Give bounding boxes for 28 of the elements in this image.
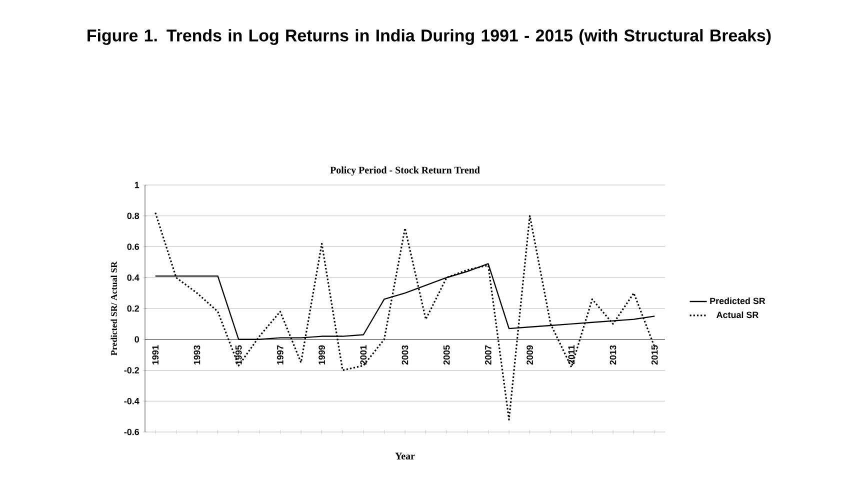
chart-title: Figure 1. Trends in Log Returns in India During 1991 - 2015 (with Structural Breaks) <box>88 29 771 45</box>
x-tick-label: 1995 <box>235 345 242 364</box>
x-tick-label: 1993 <box>194 345 200 364</box>
y-tick-label: 0.8 <box>127 212 140 220</box>
x-tick-label: 2005 <box>443 345 450 365</box>
x-tick-label: 2011 <box>568 345 575 364</box>
x-tick-label: 1999 <box>318 345 325 364</box>
legend-label: Predicted SR <box>710 298 766 304</box>
y-tick-label: -0.6 <box>124 428 140 436</box>
x-tick-label: 1997 <box>277 345 284 364</box>
x-tick-label: 2003 <box>402 345 408 365</box>
x-tick-label: 2015 <box>651 345 658 365</box>
y-tick-label: -0.2 <box>124 367 139 374</box>
x-tick-label: 2009 <box>526 345 533 365</box>
chart-subtitle: Policy Period - Stock Return Trend <box>330 166 480 176</box>
y-tick-label: 0.4 <box>127 274 140 281</box>
y-tick-label: 0.6 <box>127 244 140 250</box>
x-axis-title: Year <box>395 452 415 460</box>
x-tick-label: 2007 <box>485 345 492 365</box>
y-tick-label: -0.4 <box>124 398 140 404</box>
x-tick-label: 2013 <box>610 345 616 365</box>
y-tick-label: 0.2 <box>127 305 139 312</box>
y-tick-label: 0 <box>134 336 139 343</box>
x-tick-label: 1991 <box>152 345 159 364</box>
x-tick-label: 2001 <box>360 345 367 365</box>
y-axis-title: Predicted SR/ Actual SR <box>110 261 118 356</box>
y-tick-label: 1 <box>134 182 140 188</box>
legend-label: Actual SR <box>716 311 758 318</box>
